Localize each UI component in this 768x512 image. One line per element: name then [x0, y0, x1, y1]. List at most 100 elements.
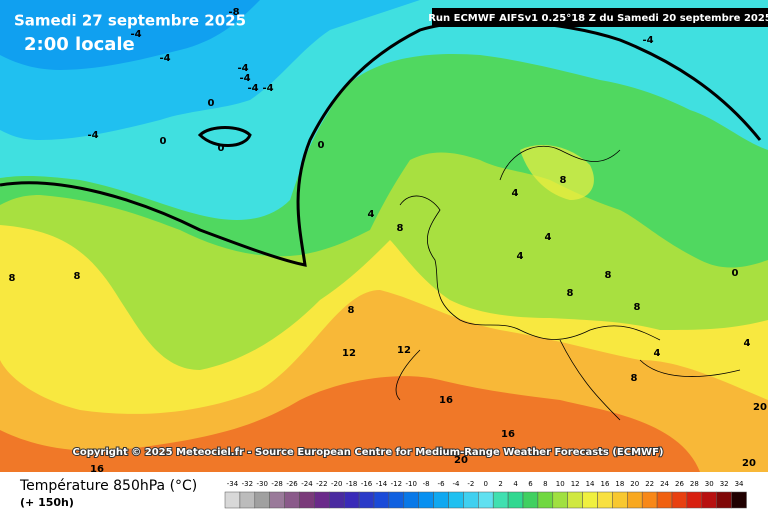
colorbar-label: -12: [391, 480, 402, 488]
colorbar-label: 6: [528, 480, 533, 488]
contour-label: 8: [397, 223, 404, 234]
run-info: Run ECMWF AIFSv1 0.25°18 Z du Samedi 20 …: [428, 13, 768, 24]
colorbar-swatch: [373, 491, 390, 509]
time: 2:00 locale: [24, 34, 135, 55]
contour-label: 4: [368, 209, 375, 220]
contour-label: 12: [397, 345, 411, 356]
colorbar-label: -14: [376, 480, 388, 488]
colorbar-swatch: [463, 491, 479, 509]
contour-label: 12: [342, 348, 356, 359]
contour-label: 4: [545, 232, 552, 243]
colorbar-swatch: [448, 491, 464, 509]
colorbar-label: 20: [630, 480, 639, 488]
contour-label: -4: [247, 83, 258, 94]
colorbar-label: -24: [301, 480, 313, 488]
colorbar-label: 4: [513, 480, 518, 488]
colorbar-label: -16: [361, 480, 373, 488]
contour-label: -4: [159, 53, 170, 64]
colorbar-label: -26: [286, 480, 298, 488]
colorbar-label: 16: [600, 480, 609, 488]
zero-isotherm: [0, 19, 762, 267]
colorbar-swatch: [299, 491, 315, 509]
colorbar-label: 8: [543, 480, 547, 488]
colorbar-swatch: [224, 491, 241, 509]
contour-label: -4: [87, 130, 98, 141]
colorbar-swatch: [269, 491, 285, 509]
colorbar-label: 30: [705, 480, 714, 488]
colorbar-swatch: [358, 491, 375, 509]
colorbar-swatch: [388, 491, 405, 509]
contour-label: 16: [501, 429, 515, 440]
contour-label: 8: [567, 288, 574, 299]
colorbar-label: 34: [735, 480, 744, 488]
contour-label: 4: [654, 348, 661, 359]
colorbar-label: -18: [346, 480, 357, 488]
contour-label: 8: [631, 373, 638, 384]
contour-label: -4: [130, 29, 141, 40]
colorbar-label: 24: [660, 480, 669, 488]
colorbar: -34 -32 -30 -28 -26 -24 -22 -20 -18 -16 -14 -12 -10-…: [224, 480, 747, 509]
colorbar-label: 14: [586, 480, 595, 488]
colorbar-swatch: [284, 491, 300, 509]
colorbar-swatch: [686, 491, 703, 509]
colorbar-swatch: [656, 491, 673, 509]
contour-label: 16: [439, 395, 453, 406]
colorbar-label: 18: [615, 480, 624, 488]
colorbar-label: 28: [690, 480, 699, 488]
contour-label: 8: [605, 270, 612, 281]
contour-label: -4: [239, 73, 250, 84]
colorbar-label: 0: [484, 480, 488, 488]
contour-label: -4: [642, 35, 653, 46]
colorbar-swatch: [478, 491, 494, 509]
contour-label: 8: [634, 302, 641, 313]
colorbar-swatch: [239, 491, 256, 509]
colorbar-swatch: [582, 491, 598, 509]
date: Samedi 27 septembre 2025: [14, 12, 246, 30]
colorbar-swatch: [731, 491, 747, 509]
run-box: [432, 8, 768, 27]
contour-label: -4: [262, 83, 273, 94]
colorbar-swatch: [537, 491, 554, 509]
colorbar-label: 12: [571, 480, 580, 488]
colorbar-label: -32: [242, 480, 253, 488]
colorbar-label: -6: [438, 480, 446, 488]
contour-label: 4: [517, 251, 524, 262]
colorbar-swatch: [507, 491, 524, 509]
coastlines: [395, 145, 741, 421]
colorbar-swatch: [329, 491, 345, 509]
contour-label: 20: [454, 455, 468, 466]
colorbar-swatch: [627, 491, 643, 509]
colorbar-label: 2: [498, 480, 502, 488]
colorbar-label: 32: [720, 480, 729, 488]
colorbar-swatch: [254, 491, 270, 509]
colorbar-swatch: [567, 491, 583, 509]
colorbar-label: 10: [556, 480, 565, 488]
colorbar-swatch: [522, 491, 539, 509]
zero-isotherm-ring: [197, 126, 252, 147]
colorbar-swatch: [403, 491, 419, 509]
warm-patch: [520, 145, 594, 200]
contour-label: 0: [318, 140, 325, 151]
contour-label: -8: [228, 7, 239, 18]
colorbar-label: -28: [271, 480, 282, 488]
colorbar-swatch: [671, 491, 688, 509]
copyright: Copyright © 2025 Meteociel.fr - Source E…: [73, 447, 664, 458]
colorbar-label: -8: [423, 480, 430, 488]
colorbar-label: -20: [331, 480, 342, 488]
contour-label: -4: [237, 63, 248, 74]
contour-label: 0: [208, 98, 215, 109]
colorbar-swatch: [433, 491, 449, 509]
zone-m8: [0, 0, 260, 70]
contour-label: 8: [348, 305, 355, 316]
contour-label: 0: [160, 136, 167, 147]
colorbar-label: -4: [452, 480, 460, 488]
colorbar-label: -30: [257, 480, 268, 488]
contour-label: 8: [560, 175, 567, 186]
colorbar-swatch: [418, 491, 434, 509]
colorbar-label: -10: [406, 480, 417, 488]
colorbar-swatch: [314, 491, 330, 509]
contour-label: 4: [744, 338, 751, 349]
